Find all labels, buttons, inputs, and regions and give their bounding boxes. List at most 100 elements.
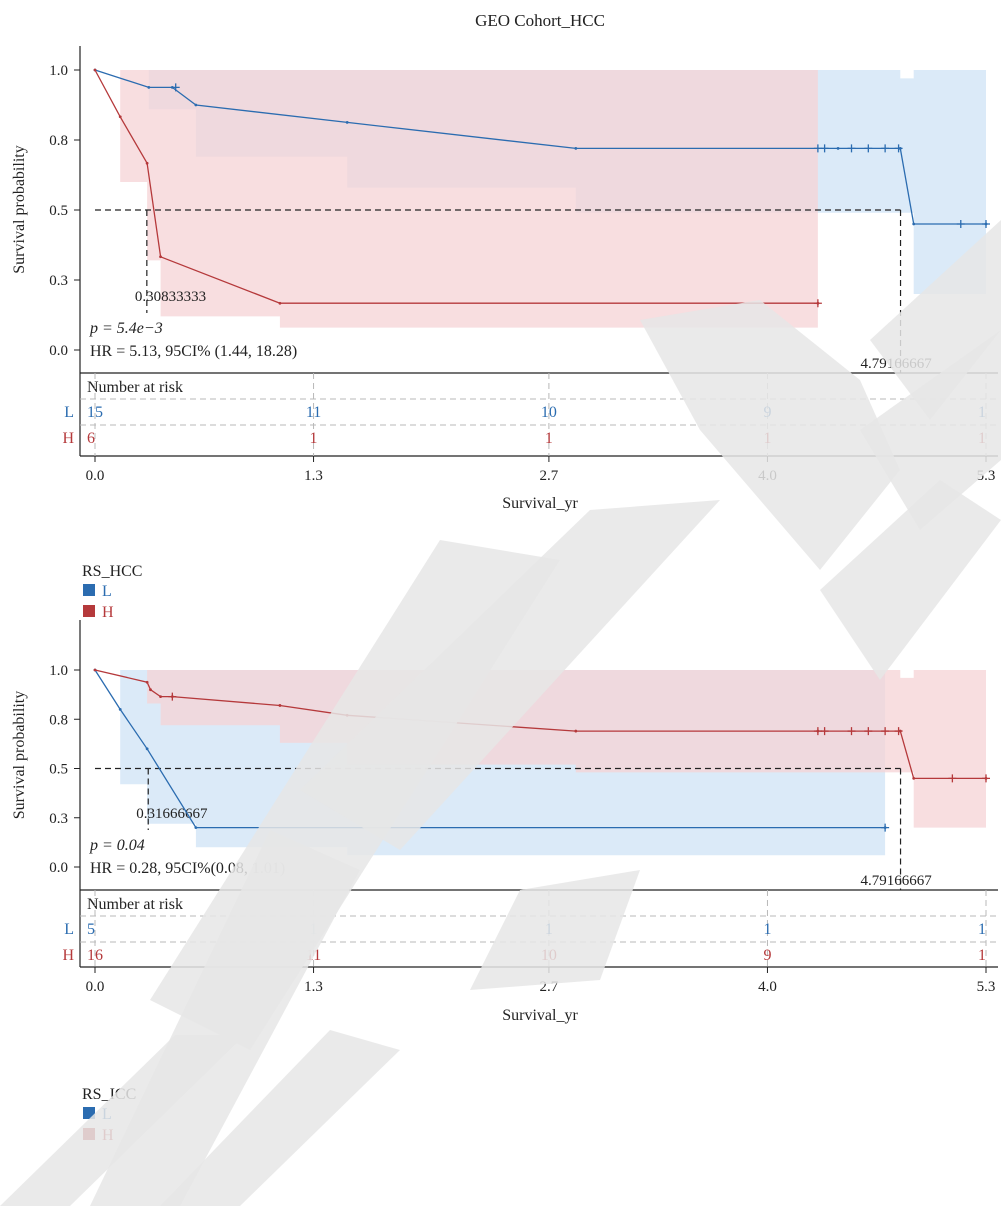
- watermark-band: [470, 870, 640, 990]
- survival-curves: [93, 668, 990, 832]
- risk-count: 15: [87, 404, 103, 421]
- censor-mark-L: [956, 220, 965, 228]
- x-axis-label: Survival_yr: [502, 1007, 578, 1024]
- event-point-L: [912, 222, 916, 226]
- legend-label-H: H: [102, 604, 114, 621]
- risk-count: 1: [978, 947, 986, 964]
- y-tick-label: 0.3: [49, 811, 68, 827]
- event-point-L: [145, 747, 149, 751]
- ci-band-H: [95, 670, 986, 828]
- event-point-H: [159, 695, 162, 698]
- event-point-L: [194, 826, 198, 829]
- censor-mark-L: [894, 144, 903, 153]
- event-point-H: [912, 776, 916, 780]
- censor-mark-H: [894, 727, 903, 736]
- y-tick-label: 0.8: [49, 133, 68, 149]
- event-point-H: [278, 301, 282, 305]
- y-axis-label: Survival probability: [11, 691, 28, 819]
- event-point-H: [93, 668, 97, 672]
- event-point-H: [159, 255, 162, 259]
- event-point-L: [147, 85, 151, 89]
- censor-mark-H: [813, 299, 822, 308]
- km-panel-1: 0.0 0.3 0.5 0.8 1.0 Survival probability 0.0 1.…: [11, 46, 998, 621]
- risk-count: 10: [541, 404, 557, 421]
- y-tick-label: 1.0: [49, 63, 68, 79]
- censor-mark-L: [864, 144, 873, 153]
- event-point-H: [145, 680, 149, 684]
- event-point-H: [93, 68, 97, 72]
- legend-label-L: L: [102, 583, 112, 600]
- risk-row-label: H: [62, 947, 74, 964]
- survival-curve-L: [94, 69, 986, 225]
- median-label: 4.79166667: [861, 873, 933, 889]
- risk-count: 9: [763, 947, 771, 964]
- event-point-H: [278, 704, 282, 707]
- event-point-L: [574, 147, 578, 150]
- watermark-band: [820, 480, 1001, 680]
- censor-mark-L: [820, 144, 829, 153]
- risk-row-label: L: [64, 404, 74, 421]
- censor-mark-L: [982, 220, 990, 228]
- censor-mark-H: [982, 774, 990, 783]
- censor-mark-H: [820, 727, 829, 736]
- survival-curve-H: [94, 69, 818, 304]
- event-point-H: [574, 729, 578, 733]
- risk-table-title: Number at risk: [87, 896, 183, 913]
- risk-count: 1: [545, 430, 553, 447]
- watermark-band: [860, 330, 1001, 530]
- x-tick-label: 0.0: [86, 468, 105, 484]
- risk-row-label: H: [62, 430, 74, 447]
- retraction-watermark: [0, 220, 1001, 1206]
- legend: RS_HCC LH: [82, 563, 142, 621]
- censor-mark-L: [881, 144, 890, 153]
- y-tick-label: 0.5: [49, 762, 68, 778]
- median-label: 0.31666667: [136, 806, 208, 822]
- p-value-label: p = 0.04: [89, 837, 145, 854]
- censor-mark-H: [948, 774, 957, 783]
- watermark-band: [640, 300, 900, 570]
- risk-count: 1: [310, 430, 318, 447]
- censor-mark-H: [813, 727, 822, 736]
- ci-bands: [95, 70, 986, 342]
- figure-title: GEO Cohort_HCC: [475, 11, 605, 30]
- censor-mark-H: [168, 692, 177, 701]
- x-tick-label: 4.0: [758, 979, 777, 995]
- x-tick-label: 0.0: [86, 979, 105, 995]
- survival-curves: [93, 68, 990, 308]
- risk-count: 1: [763, 921, 771, 938]
- x-tick-label: 5.3: [977, 979, 996, 995]
- event-point-H: [145, 161, 149, 165]
- ci-band-H: [95, 70, 818, 342]
- y-tick-label: 0.5: [49, 203, 68, 219]
- censor-mark-L: [171, 83, 180, 92]
- risk-count: 6: [87, 430, 95, 447]
- event-point-L: [345, 120, 349, 124]
- censor-mark-L: [847, 144, 856, 153]
- p-value-label: p = 5.4e−3: [89, 320, 163, 337]
- median-label: 0.30833333: [135, 289, 206, 305]
- event-point-L: [194, 103, 198, 107]
- x-tick-label: 1.3: [304, 468, 323, 484]
- legend-swatch-L: [83, 1107, 95, 1119]
- risk-count: 11: [306, 404, 321, 421]
- risk-table-title: Number at risk: [87, 379, 183, 396]
- y-tick-label: 0.0: [49, 343, 68, 359]
- y-axis-label: Survival probability: [11, 145, 28, 273]
- event-point-L: [118, 708, 122, 711]
- y-tick-label: 0.3: [49, 273, 68, 289]
- x-tick-label: 1.3: [304, 979, 323, 995]
- x-axis-label: Survival_yr: [502, 495, 578, 512]
- hazard-ratio-label: HR = 5.13, 95CI% (1.44, 18.28): [90, 343, 297, 360]
- risk-row-label: L: [64, 921, 74, 938]
- y-tick-label: 0.0: [49, 860, 68, 876]
- censor-mark-H: [881, 727, 890, 736]
- risk-count: 5: [87, 921, 95, 938]
- risk-count: 1: [978, 921, 986, 938]
- watermark-band: [300, 500, 720, 850]
- event-point-L: [836, 147, 840, 150]
- censor-mark-L: [881, 823, 890, 832]
- censor-mark-H: [864, 727, 873, 736]
- censor-mark-L: [813, 144, 822, 153]
- y-tick-label: 1.0: [49, 663, 68, 679]
